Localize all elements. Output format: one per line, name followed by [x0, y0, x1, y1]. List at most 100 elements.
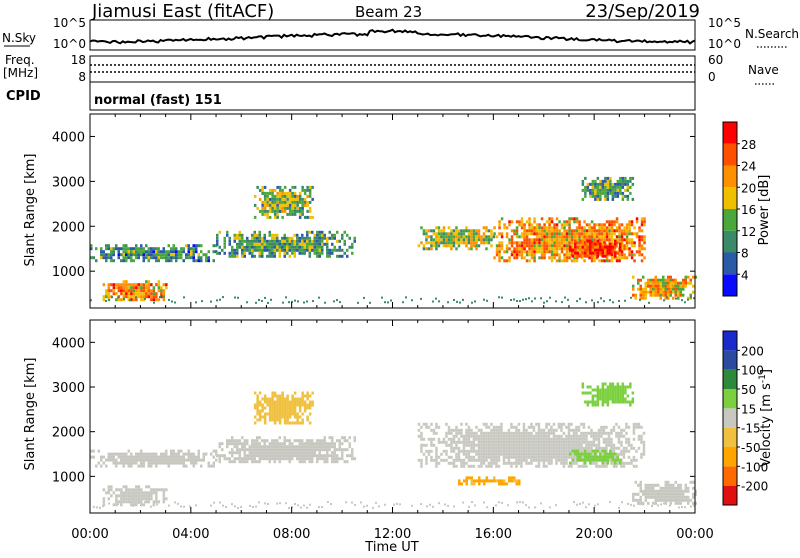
heatmap-cell-3	[286, 397, 289, 401]
heatmap-cell-2	[236, 442, 239, 446]
heatmap-cell-7	[652, 281, 655, 285]
heatmap-cell-2	[338, 442, 341, 446]
heatmap-cell-2	[333, 442, 336, 446]
heatmap-cell-5	[505, 244, 509, 248]
heatmap-cell-5	[618, 226, 621, 230]
heatmap-cell-4	[552, 434, 556, 438]
heatmap-cell-5	[633, 226, 636, 230]
heatmap-cell-2	[293, 254, 296, 258]
heatmap-cell-4	[467, 458, 471, 462]
heatmap-cell-3	[308, 194, 312, 198]
heatmap-cell-1	[130, 283, 133, 287]
heatmap-cell-4	[562, 446, 566, 450]
heatmap-cell-7	[689, 480, 692, 484]
heatmap-cell-2	[308, 230, 311, 234]
heatmap-cell-5	[604, 452, 607, 456]
heatmap-cell-4	[450, 229, 453, 233]
heatmap-cell-7	[679, 489, 682, 493]
heatmap-cell-7	[639, 284, 642, 288]
heatmap-cell-5	[625, 256, 629, 260]
heatmap-cell-2	[296, 245, 299, 249]
heatmap-cell-0	[177, 452, 180, 456]
heatmap-cell-4	[640, 434, 643, 438]
heatmap-cell-5	[518, 241, 521, 245]
ground-scatter-cell	[378, 505, 380, 508]
heatmap-cell-5	[493, 256, 496, 260]
heatmap-cell-1	[122, 491, 126, 495]
heatmap-cell-2	[308, 239, 311, 243]
heatmap-cell-7	[637, 483, 640, 487]
heatmap-cell-4	[507, 428, 511, 432]
heatmap-cell-0	[207, 250, 210, 254]
heatmap-cell-4	[420, 443, 423, 447]
ground-scatter-cell	[375, 501, 377, 504]
heatmap-cell-4	[535, 422, 538, 426]
heatmap-cell-4	[447, 443, 451, 447]
heatmap-cell-2	[268, 454, 271, 458]
heatmap-cell-3	[276, 403, 279, 407]
heatmap-cell-7	[647, 495, 650, 499]
heatmap-cell-4	[562, 458, 566, 462]
heatmap-cell-7	[677, 492, 680, 496]
heatmap-cell-5	[578, 226, 581, 230]
ground-scatter-cell	[429, 503, 431, 506]
heatmap-cell-1	[140, 295, 143, 299]
heatmap-cell-1	[130, 488, 133, 492]
velocity-colorbar-swatch	[723, 331, 737, 351]
heatmap-cell-4	[467, 431, 471, 435]
heatmap-cell-7	[649, 486, 652, 490]
heatmap-cell-5	[515, 220, 519, 224]
ground-scatter-cell	[597, 301, 599, 304]
heatmap-cell-3	[288, 415, 292, 419]
heatmap-cell-8	[626, 197, 630, 201]
heatmap-cell-0	[100, 250, 103, 254]
heatmap-cell-0	[125, 461, 128, 465]
heatmap-cell-2	[286, 251, 289, 255]
heatmap-cell-4	[485, 247, 488, 251]
heatmap-cell-5	[530, 250, 534, 254]
ground-scatter-cell	[486, 506, 488, 509]
heatmap-cell-2	[258, 457, 261, 461]
heatmap-cell-3	[281, 194, 284, 198]
heatmap-cell-3	[278, 191, 282, 195]
heatmap-cell-2	[236, 439, 239, 443]
ground-scatter-cell	[420, 503, 422, 506]
heatmap-cell-7	[672, 287, 675, 291]
heatmap-cell-4	[557, 458, 561, 462]
heatmap-cell-6	[508, 479, 511, 483]
heatmap-cell-2	[291, 239, 294, 243]
heatmap-cell-4	[617, 461, 621, 465]
heatmap-cell-8	[589, 194, 592, 198]
heatmap-cell-5	[591, 455, 594, 459]
heatmap-cell-4	[617, 437, 621, 441]
heatmap-cell-2	[288, 445, 291, 449]
heatmap-cell-2	[308, 248, 311, 252]
heatmap-cell-8	[609, 391, 612, 395]
heatmap-cell-2	[301, 239, 304, 243]
heatmap-cell-2	[253, 454, 256, 458]
heatmap-cell-4	[437, 235, 441, 239]
heatmap-cell-8	[586, 400, 590, 404]
ground-scatter-cell	[528, 297, 530, 300]
heatmap-cell-5	[575, 235, 579, 239]
ground-scatter-cell	[402, 301, 404, 304]
heatmap-cell-4	[580, 443, 583, 447]
heatmap-cell-4	[605, 431, 608, 435]
heatmap-cell-4	[482, 434, 486, 438]
heatmap-cell-0	[165, 250, 168, 254]
heatmap-cell-4	[522, 443, 526, 447]
heatmap-cell-4	[555, 455, 558, 459]
ground-scatter-cell	[582, 501, 584, 504]
heatmap-cell-2	[316, 230, 319, 234]
ground-scatter-cell	[333, 300, 335, 303]
heatmap-cell-2	[346, 248, 349, 252]
heatmap-cell-1	[132, 488, 136, 492]
heatmap-cell-6	[611, 248, 614, 252]
heatmap-cell-4	[480, 434, 483, 438]
heatmap-cell-8	[594, 185, 597, 189]
heatmap-cell-5	[605, 232, 609, 236]
heatmap-cell-4	[457, 452, 461, 456]
heatmap-cell-4	[467, 434, 471, 438]
heatmap-cell-0	[165, 253, 168, 257]
heatmap-cell-2	[283, 439, 286, 443]
